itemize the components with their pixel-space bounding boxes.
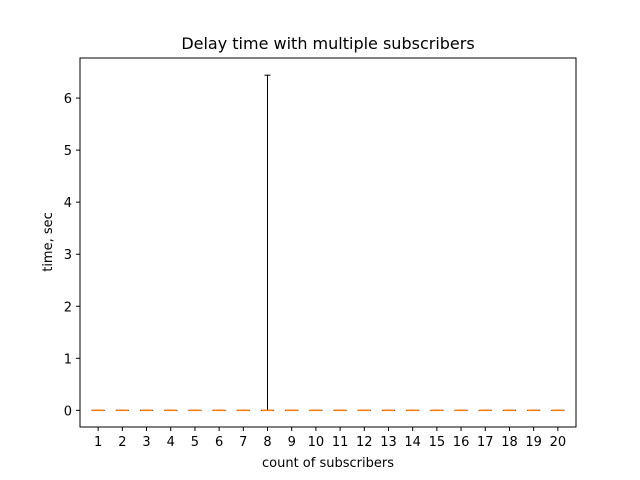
x-tick-label-11: 11 bbox=[332, 435, 349, 450]
y-tick-label-5: 5 bbox=[64, 144, 72, 159]
x-tick-label-12: 12 bbox=[356, 435, 373, 450]
x-tick-label-19: 19 bbox=[525, 435, 542, 450]
x-tick-label-6: 6 bbox=[215, 435, 223, 450]
plot-marks bbox=[91, 74, 565, 412]
x-tick-label-16: 16 bbox=[453, 435, 470, 450]
y-tick-label-6: 6 bbox=[64, 92, 72, 107]
x-tick-label-9: 9 bbox=[288, 435, 296, 450]
x-tick-label-1: 1 bbox=[94, 435, 102, 450]
x-tick-label-3: 3 bbox=[142, 435, 150, 450]
x-tick-label-5: 5 bbox=[191, 435, 199, 450]
y-tick-label-3: 3 bbox=[64, 248, 72, 263]
y-axis-ticks: 0 1 2 3 4 5 6 bbox=[64, 92, 80, 419]
x-tick-label-8: 8 bbox=[263, 435, 271, 450]
x-tick-label-4: 4 bbox=[167, 435, 175, 450]
plot-area-frame bbox=[79, 57, 577, 428]
x-axis-ticks: 1 2 3 4 5 6 7 8 9 10 11 12 13 14 15 16 17 18 19 20 bbox=[94, 427, 566, 450]
x-tick-label-10: 10 bbox=[308, 435, 325, 450]
x-tick-label-7: 7 bbox=[239, 435, 247, 450]
x-tick-label-2: 2 bbox=[118, 435, 126, 450]
box-8 bbox=[260, 74, 275, 412]
y-tick-label-2: 2 bbox=[64, 300, 72, 315]
chart-title: Delay time with multiple subscribers bbox=[181, 34, 474, 53]
x-axis-label: count of subscribers bbox=[262, 456, 394, 471]
y-tick-label-1: 1 bbox=[64, 352, 72, 367]
x-tick-label-13: 13 bbox=[380, 435, 397, 450]
x-tick-label-17: 17 bbox=[477, 435, 494, 450]
y-axis-label: time, sec bbox=[41, 212, 56, 272]
y-tick-label-4: 4 bbox=[64, 196, 72, 211]
x-tick-label-14: 14 bbox=[404, 435, 421, 450]
x-tick-label-15: 15 bbox=[429, 435, 446, 450]
y-tick-label-0: 0 bbox=[64, 404, 72, 419]
x-tick-label-20: 20 bbox=[550, 435, 567, 450]
x-tick-label-18: 18 bbox=[501, 435, 518, 450]
